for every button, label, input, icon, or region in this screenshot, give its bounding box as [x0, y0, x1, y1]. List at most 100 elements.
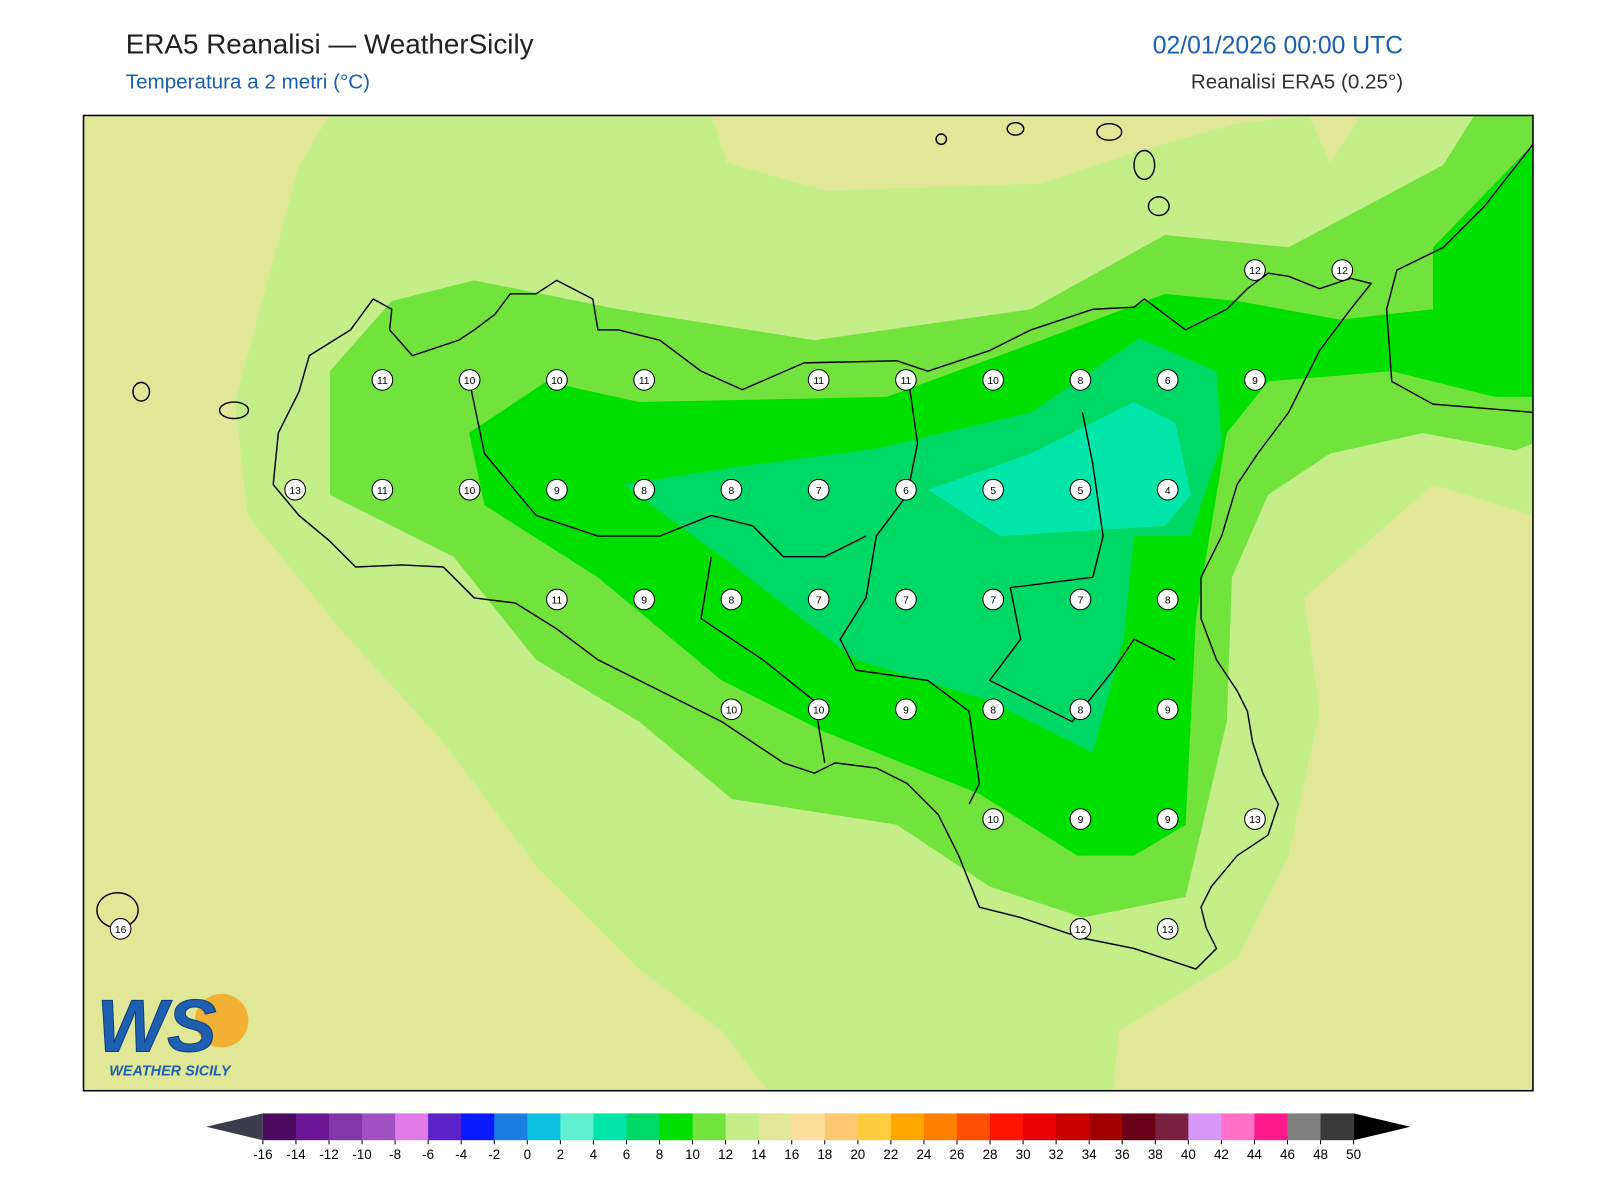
province-border: [700, 556, 826, 764]
station-marker: [720, 588, 743, 611]
station-marker: [982, 588, 1005, 611]
island: [218, 401, 250, 420]
station-value: 9: [1165, 815, 1171, 826]
colorbar-cell: [923, 1113, 958, 1141]
station-values: 12 12 11 10 10 11 11 11 10 8 6 9 13 11 10 9 8 8 7 6 5 5 4 11 9 8 7…: [109, 259, 1354, 940]
field-4-6: [927, 402, 1191, 537]
station-value: 5: [990, 486, 996, 497]
station-value: 10: [464, 376, 476, 387]
colorbar-tick-label: 6: [623, 1147, 630, 1162]
colorbar-tick-label: 30: [1016, 1147, 1031, 1162]
colorbar-cell: [1023, 1113, 1057, 1141]
colorbar-tick-label: -2: [488, 1147, 500, 1162]
station-value: 4: [1165, 486, 1171, 497]
colorbar-cell: [494, 1113, 528, 1141]
station-marker: [546, 369, 568, 391]
station-marker: [633, 369, 655, 391]
station-value: 7: [903, 596, 909, 607]
colorbar-tick-label: -14: [286, 1147, 306, 1162]
colorbar-tick-label: 38: [1148, 1147, 1163, 1162]
station-value: 10: [464, 486, 476, 497]
station-value: 13: [1249, 815, 1261, 826]
station-value: 7: [990, 596, 996, 607]
station-value: 11: [377, 376, 388, 387]
station-marker: [1156, 808, 1179, 830]
colorbar-cell: [990, 1113, 1024, 1141]
colorbar-cell: [890, 1113, 925, 1141]
colorbar-tick-label: -6: [422, 1147, 434, 1162]
colorbar-cell: [791, 1113, 826, 1141]
station-value: 8: [1165, 596, 1171, 607]
colorbar-tick-label: -12: [319, 1147, 338, 1162]
colorbar-tick-label: 32: [1049, 1147, 1064, 1162]
colorbar-tick-label: 48: [1313, 1147, 1328, 1162]
station-value: 13: [1162, 925, 1174, 936]
station-marker: [284, 478, 306, 501]
island: [1147, 196, 1170, 217]
station-marker: [458, 478, 481, 501]
colorbar-tick-label: 24: [916, 1147, 931, 1162]
station-value: 9: [903, 705, 909, 716]
station-marker: [895, 698, 917, 721]
station-value: 11: [901, 376, 912, 387]
colorbar-cell: [593, 1113, 627, 1141]
station-value: 9: [1165, 705, 1171, 716]
station-marker: [1156, 918, 1179, 940]
colorbar-tick-label: 42: [1214, 1147, 1229, 1162]
colorbar-cell: [824, 1113, 859, 1141]
colorbar-extend-high: [1353, 1113, 1411, 1141]
subtitle: Temperatura a 2 metri (°C): [126, 71, 370, 94]
colorbar-tick-label: -10: [352, 1147, 371, 1162]
colorbar-tick-label: -16: [253, 1147, 272, 1162]
colorbar-tick-label: 4: [590, 1147, 598, 1162]
station-marker: [982, 698, 1005, 721]
station-value: 8: [729, 596, 735, 607]
logo-mark: WS: [97, 985, 217, 1068]
colorbar-cell: [1122, 1113, 1156, 1141]
colorbar-cell: [527, 1113, 561, 1141]
island: [1006, 121, 1025, 136]
colorbar-cell: [692, 1113, 727, 1141]
province-border: [988, 412, 1176, 723]
colorbar-tick-label: 16: [784, 1147, 799, 1162]
colorbar-tick-label: -8: [389, 1147, 401, 1162]
station-marker: [895, 478, 917, 501]
station-value: 11: [813, 376, 824, 387]
station-marker: [633, 588, 655, 611]
station-value: 10: [813, 705, 825, 716]
station-value: 10: [987, 815, 999, 826]
colorbar-tick-label: 14: [751, 1147, 766, 1162]
station-value: 9: [1252, 376, 1258, 387]
colorbar-cell: [1287, 1113, 1322, 1141]
colorbar-tick-label: 8: [656, 1147, 663, 1162]
colorbar-cell: [857, 1113, 892, 1141]
station-marker: [982, 808, 1005, 830]
station-value: 12: [1336, 266, 1348, 277]
station-value: 8: [1078, 376, 1084, 387]
station-value: 8: [990, 705, 996, 716]
colorbar-tick-label: 12: [718, 1147, 733, 1162]
colorbar-cell: [262, 1113, 297, 1141]
station-value: 13: [289, 486, 301, 497]
station-marker: [807, 588, 830, 611]
colorbar-cell: [1320, 1113, 1355, 1141]
colorbar-tick-label: 34: [1082, 1147, 1097, 1162]
station-marker: [1069, 588, 1092, 611]
colorbar-cell: [659, 1113, 694, 1141]
station-marker: [633, 478, 655, 501]
station-value: 7: [1078, 596, 1084, 607]
station-value: 10: [987, 376, 999, 387]
station-marker: [1244, 369, 1266, 391]
colorbar-tick-label: 20: [850, 1147, 865, 1162]
station-value: 5: [1078, 486, 1084, 497]
colorbar-tick-label: 36: [1115, 1147, 1130, 1162]
colorbar-cell: [1089, 1113, 1123, 1141]
station-value: 9: [641, 596, 647, 607]
station-marker: [1069, 698, 1092, 721]
station-marker: [458, 369, 481, 391]
colorbar-cell: [362, 1113, 396, 1141]
colorbar-tick-label: 50: [1346, 1147, 1361, 1162]
